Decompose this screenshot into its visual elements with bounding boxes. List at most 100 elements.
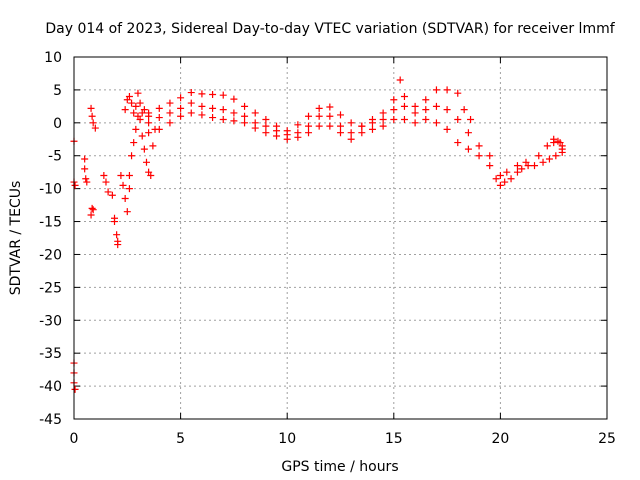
data-point-marker: [230, 95, 238, 103]
data-point-marker: [347, 129, 355, 137]
x-tick-label: 5: [176, 431, 185, 447]
y-tick-label: 10: [44, 50, 62, 66]
data-point-marker: [209, 104, 217, 112]
data-point-marker: [550, 135, 558, 143]
data-point-marker: [136, 116, 144, 124]
data-point-marker: [155, 104, 163, 112]
x-axis-label: GPS time / hours: [281, 459, 398, 475]
x-tick-label: 20: [491, 431, 509, 447]
data-point-marker: [390, 116, 398, 124]
data-point-marker: [337, 111, 344, 119]
data-point-marker: [422, 106, 430, 114]
x-tick-label: 15: [385, 431, 403, 447]
data-point-marker: [454, 139, 462, 147]
y-tick-label: -45: [39, 412, 62, 428]
y-tick-label: -5: [48, 149, 62, 165]
data-point-marker: [315, 104, 323, 112]
data-point-marker: [251, 124, 259, 132]
data-point-marker: [125, 185, 133, 193]
data-point-marker: [347, 119, 355, 127]
data-point-marker: [209, 114, 217, 122]
data-point-marker: [400, 92, 408, 100]
data-point-marker: [358, 122, 366, 130]
series-late-tail: [496, 135, 566, 186]
data-point-marker: [219, 106, 227, 114]
data-point-marker: [82, 175, 90, 183]
data-point-marker: [262, 122, 270, 130]
data-point-marker: [422, 96, 430, 104]
data-point-marker: [71, 385, 79, 393]
data-point-marker: [241, 119, 249, 127]
data-point-marker: [396, 76, 404, 84]
data-point-marker: [134, 89, 142, 97]
series-arc-lower: [145, 109, 504, 189]
data-point-marker: [411, 109, 419, 117]
data-point-marker: [140, 106, 148, 114]
data-point-marker: [326, 122, 334, 130]
data-point-marker: [81, 165, 89, 173]
data-point-marker: [177, 104, 185, 112]
y-tick-label: -15: [39, 215, 62, 231]
data-point-marker: [337, 129, 344, 137]
data-point-marker: [390, 106, 398, 114]
data-point-marker: [305, 122, 313, 130]
data-point-marker: [522, 158, 530, 166]
data-point-marker: [400, 102, 408, 110]
data-point-marker: [125, 92, 133, 100]
data-point-marker: [104, 188, 112, 196]
data-point-marker: [119, 181, 127, 189]
data-point-marker: [113, 231, 121, 239]
data-point-marker: [337, 122, 344, 130]
data-points: [70, 76, 566, 393]
data-point-marker: [81, 155, 89, 163]
data-point-marker: [149, 142, 157, 150]
y-tick-label: -10: [39, 182, 62, 198]
data-point-marker: [531, 162, 539, 170]
data-point-marker: [166, 109, 174, 117]
x-tick-label: 10: [278, 431, 296, 447]
data-point-marker: [87, 104, 95, 112]
data-point-marker: [100, 171, 108, 179]
data-point-marker: [198, 90, 206, 98]
data-point-marker: [130, 139, 138, 147]
data-point-marker: [166, 119, 174, 127]
data-point-marker: [486, 152, 494, 160]
x-tick-labels: 0 5 10 15 20 25: [70, 431, 616, 447]
data-point-marker: [91, 124, 99, 132]
data-point-marker: [507, 175, 515, 183]
data-point-marker: [89, 206, 97, 214]
data-point-marker: [464, 145, 472, 153]
data-point-marker: [554, 137, 562, 145]
y-tick-label: -40: [39, 379, 62, 395]
data-point-marker: [326, 112, 334, 120]
data-point-marker: [273, 132, 281, 140]
x-tick-label: 25: [598, 431, 616, 447]
data-point-marker: [368, 125, 376, 133]
data-point-marker: [390, 96, 398, 104]
data-point-marker: [132, 102, 140, 110]
series-early-rise: [117, 89, 159, 216]
data-point-marker: [88, 204, 96, 212]
data-point-marker: [108, 191, 116, 199]
data-point-marker: [166, 99, 174, 107]
data-point-marker: [294, 121, 302, 129]
data-point-marker: [503, 168, 511, 176]
data-point-marker: [347, 135, 355, 143]
data-point-marker: [422, 116, 430, 124]
y-tick-label: -35: [39, 346, 62, 362]
data-point-marker: [121, 106, 129, 114]
data-point-marker: [251, 109, 259, 117]
data-point-marker: [535, 152, 543, 160]
data-point-marker: [155, 114, 163, 122]
plot-frame: [73, 56, 608, 420]
axis-ticks: [73, 56, 608, 420]
data-point-marker: [496, 181, 504, 189]
y-axis-label: SDTVAR / TECUs: [8, 181, 24, 296]
data-point-marker: [305, 112, 313, 120]
y-tick-labels: 10 5 0 -5 -10 -15 -20 -25 -30 -35 -40 -45: [39, 50, 62, 428]
data-point-marker: [492, 175, 500, 183]
data-point-marker: [545, 155, 553, 163]
data-point-marker: [368, 119, 376, 127]
chart-title: Day 014 of 2023, Sidereal Day-to-day VTE…: [45, 21, 615, 37]
